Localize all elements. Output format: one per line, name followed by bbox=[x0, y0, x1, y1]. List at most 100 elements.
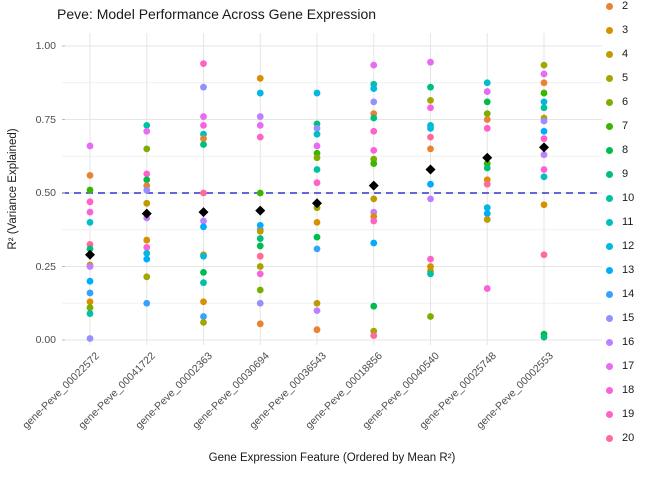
legend-key-dot bbox=[606, 242, 613, 250]
data-point bbox=[427, 145, 434, 153]
legend-label: 4 bbox=[622, 48, 629, 60]
data-point bbox=[143, 255, 151, 263]
data-point bbox=[86, 277, 94, 285]
data-point bbox=[427, 58, 434, 66]
legend-label: 6 bbox=[622, 96, 629, 108]
legend-item: 5 bbox=[600, 70, 628, 86]
data-point bbox=[200, 298, 207, 306]
data-point bbox=[256, 263, 264, 270]
data-point bbox=[540, 70, 548, 78]
data-point bbox=[86, 198, 94, 206]
legend-key-dot bbox=[606, 218, 613, 226]
data-point bbox=[86, 310, 94, 317]
data-point bbox=[86, 245, 94, 253]
legend-key-dot bbox=[606, 290, 613, 298]
data-point bbox=[427, 104, 434, 112]
mean-diamond bbox=[539, 142, 549, 153]
data-point bbox=[483, 216, 491, 223]
y-tick-label: 0.75 bbox=[35, 113, 56, 126]
y-tick-label: 0.25 bbox=[35, 260, 56, 273]
data-point bbox=[540, 173, 548, 181]
data-point bbox=[540, 166, 548, 173]
data-point bbox=[256, 121, 264, 129]
data-point bbox=[256, 242, 264, 250]
legend-key-dot bbox=[606, 362, 613, 370]
data-point bbox=[200, 189, 207, 197]
data-point bbox=[370, 239, 378, 247]
legend-label: 2 bbox=[622, 0, 629, 12]
data-point bbox=[313, 89, 321, 97]
legend-key-dot bbox=[606, 2, 613, 10]
legend-key-dot bbox=[606, 98, 613, 106]
data-point bbox=[370, 217, 378, 225]
data-point bbox=[143, 273, 151, 281]
legend-label: 11 bbox=[622, 216, 634, 228]
legend-label: 16 bbox=[622, 336, 635, 348]
data-point bbox=[256, 270, 264, 278]
data-point bbox=[256, 189, 264, 197]
data-point bbox=[256, 133, 264, 141]
data-point bbox=[313, 307, 321, 314]
legend-label: 10 bbox=[622, 192, 635, 204]
data-point bbox=[483, 285, 491, 292]
legend: 2 3 4 5 6 7 8 9 10 11 12 13 14 15 16 17 18 19 20 bbox=[600, 0, 672, 480]
data-point bbox=[256, 235, 264, 242]
data-point bbox=[256, 113, 264, 120]
data-point bbox=[483, 79, 491, 87]
legend-item: 10 bbox=[600, 190, 634, 206]
data-point bbox=[143, 236, 151, 244]
legend-item: 18 bbox=[600, 382, 634, 398]
data-point bbox=[256, 227, 264, 235]
legend-label: 5 bbox=[622, 72, 629, 84]
legend-label: 20 bbox=[622, 432, 635, 444]
data-point bbox=[370, 160, 378, 167]
y-tick-label: 0.50 bbox=[35, 187, 56, 199]
legend-label: 19 bbox=[622, 408, 635, 420]
data-point bbox=[143, 299, 151, 307]
data-point bbox=[540, 104, 548, 112]
data-point bbox=[483, 110, 491, 118]
data-point bbox=[200, 252, 207, 260]
data-point bbox=[427, 133, 434, 141]
data-point bbox=[256, 89, 264, 97]
data-point bbox=[143, 249, 151, 257]
data-point bbox=[313, 179, 321, 187]
legend-item: 13 bbox=[600, 262, 634, 278]
data-point bbox=[86, 335, 94, 342]
legend-label: 17 bbox=[622, 360, 635, 372]
plot-canvas bbox=[62, 33, 602, 345]
data-point bbox=[370, 114, 378, 122]
data-point bbox=[256, 252, 264, 260]
data-point bbox=[143, 186, 151, 194]
legend-label: 3 bbox=[622, 24, 629, 36]
legend-item: 17 bbox=[600, 358, 634, 374]
data-point bbox=[313, 154, 321, 162]
data-point bbox=[483, 204, 491, 212]
data-point bbox=[540, 89, 548, 97]
data-point bbox=[200, 113, 207, 120]
data-point bbox=[313, 166, 321, 173]
data-point bbox=[540, 61, 548, 69]
data-point bbox=[540, 127, 548, 135]
data-point bbox=[483, 164, 491, 172]
data-point bbox=[313, 326, 321, 334]
data-point bbox=[313, 130, 321, 138]
data-point bbox=[540, 333, 548, 341]
legend-item: 19 bbox=[600, 406, 634, 422]
data-point bbox=[86, 298, 94, 306]
legend-key-dot bbox=[606, 170, 613, 178]
legend-key-dot bbox=[606, 146, 613, 154]
data-point bbox=[483, 210, 491, 217]
mean-diamond bbox=[198, 207, 209, 218]
data-point bbox=[143, 176, 151, 184]
data-point bbox=[370, 146, 378, 154]
data-point bbox=[200, 217, 207, 225]
legend-key-dot bbox=[606, 194, 613, 202]
data-point bbox=[200, 135, 207, 143]
data-point bbox=[483, 116, 491, 123]
legend-item: 11 bbox=[600, 214, 633, 230]
mean-diamond bbox=[425, 164, 436, 175]
mean-diamond bbox=[255, 205, 266, 216]
data-point bbox=[143, 121, 151, 129]
data-point bbox=[313, 233, 321, 241]
